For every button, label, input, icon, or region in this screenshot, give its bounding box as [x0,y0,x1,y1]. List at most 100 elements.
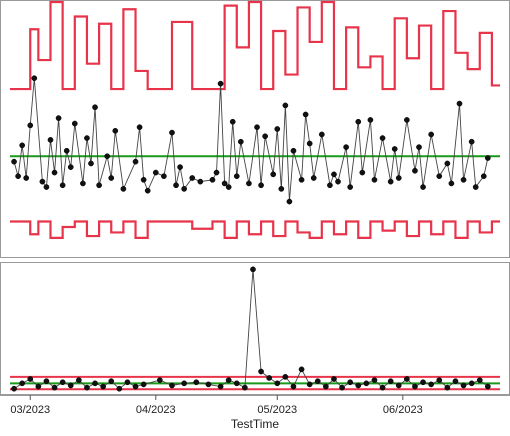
data-point [23,175,30,181]
data-point [331,376,337,382]
data-point [59,379,66,386]
data-point [189,175,196,181]
data-point [67,164,74,170]
data-point [306,381,313,388]
data-point [472,184,479,190]
data-point [250,266,256,273]
data-point [132,158,139,165]
data-point [391,146,398,152]
data-point [323,383,329,390]
data-point [286,198,293,205]
data-point [282,102,289,109]
data-point [55,115,62,121]
data-point [359,169,366,176]
data-point [428,381,435,388]
lower-limit-upper-line [10,220,500,239]
data-point [140,381,147,388]
data-point [258,368,264,375]
data-point [169,129,175,136]
data-point [100,383,106,390]
x-tick-label: 04/2023 [136,404,176,416]
data-point [420,184,426,190]
data-point [51,169,58,176]
x-tick-label: 06/2023 [383,404,423,416]
data-point [205,381,212,388]
data-point [306,140,313,147]
data-point [460,176,467,183]
x-axis-title: TestTime [231,417,280,431]
data-point [19,142,25,149]
data-point [136,124,143,131]
data-point [213,169,220,176]
data-point [43,378,50,385]
data-point [80,180,86,187]
data-point [367,117,374,123]
data-point [233,173,240,180]
data-point [71,120,78,127]
data-point [343,144,349,150]
lower-panel [0,262,510,395]
data-point [84,384,90,391]
data-point [84,135,90,141]
data-point [347,379,354,386]
data-point [310,175,317,181]
data-point [404,376,410,382]
data-point [221,180,228,187]
data-point [225,184,232,190]
data-point [92,380,98,387]
data-point [59,182,66,189]
data-point [327,182,333,189]
data-point [152,169,159,176]
data-point [96,182,102,189]
data-series-line-upper [13,78,489,202]
data-point [371,377,378,383]
data-point [11,385,17,392]
data-point [217,80,224,87]
x-axis: 03/2023 04/2023 05/2023 06/2023 [0,395,510,416]
data-point [108,175,115,181]
data-point [468,138,475,145]
data-point [298,176,305,183]
data-point [39,178,46,185]
data-point [132,383,139,390]
data-point [120,186,127,192]
data-point [51,384,58,391]
data-point [225,377,232,383]
data-point [237,138,244,145]
data-point [318,131,325,138]
data-point [229,118,236,125]
data-point [43,184,50,190]
data-point [193,379,200,386]
data-point [112,127,119,134]
data-point [270,171,277,178]
data-point [75,377,82,383]
data-point [355,382,362,389]
data-point [448,180,455,187]
data-point [63,147,70,154]
data-point [379,384,386,391]
data-point [108,378,115,385]
data-point [480,173,487,180]
data-point [436,377,443,383]
data-point [302,111,309,118]
data-point [254,124,260,131]
data-point [476,377,483,383]
data-point [444,384,451,391]
data-point [331,171,337,178]
data-point [197,178,204,185]
data-point [404,117,410,123]
data-point [298,366,305,373]
data-point [181,186,187,192]
x-tick-label: 05/2023 [257,404,297,416]
data-point [161,173,167,180]
data-point [217,383,224,390]
data-point [124,379,131,386]
data-point [278,186,285,192]
data-point [19,380,25,387]
data-point [290,383,297,390]
data-point [347,184,354,190]
data-point [274,126,281,132]
data-point [104,153,111,160]
data-point [335,178,341,185]
